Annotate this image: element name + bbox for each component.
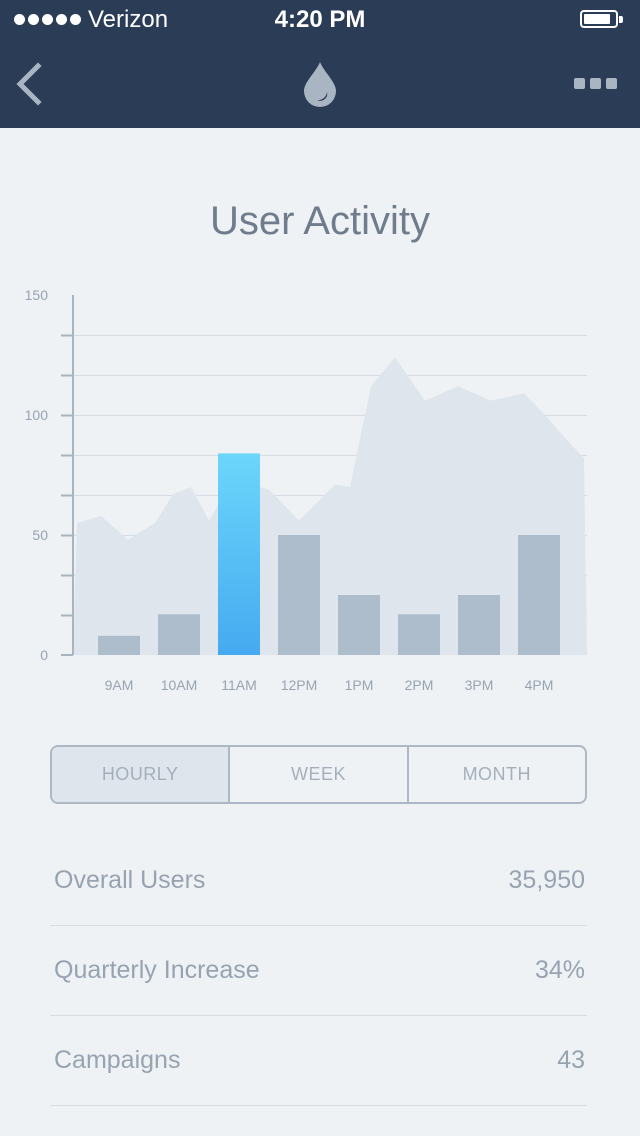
stat-label: Overall Users	[54, 866, 206, 894]
back-button[interactable]	[8, 58, 58, 110]
x-tick-label: 10AM	[161, 677, 198, 693]
bar[interactable]	[398, 614, 440, 655]
stat-label: Quarterly Increase	[54, 956, 260, 984]
stat-value: 34%	[534, 956, 585, 984]
carrier-name: Verizon	[88, 6, 169, 33]
bar[interactable]	[458, 595, 500, 655]
stats-list: Overall Users 35,950 Quarterly Increase …	[50, 836, 587, 1106]
y-tick-label: 50	[32, 527, 48, 543]
time-range-selector: HOURLY WEEK MONTH	[50, 745, 587, 804]
stat-value: 43	[557, 1046, 585, 1074]
stat-row-overall-users: Overall Users 35,950	[50, 836, 587, 926]
bar[interactable]	[158, 614, 200, 655]
signal-strength-icon	[14, 14, 81, 26]
stat-row-quarterly-increase: Quarterly Increase 34%	[50, 926, 587, 1016]
status-bar: Verizon 4:20 PM	[0, 0, 640, 40]
bar-highlighted[interactable]	[218, 453, 260, 655]
bar[interactable]	[98, 635, 140, 655]
tab-week-label: WEEK	[290, 764, 346, 784]
battery-icon	[580, 10, 624, 30]
navigation-bar	[0, 40, 640, 128]
status-time: 4:20 PM	[274, 6, 366, 33]
user-activity-chart: 0 50 100 150 9AM 10AM 11AM 12PM 1PM 2PM 3PM 4PM	[25, 287, 587, 693]
stat-row-campaigns: Campaigns 43	[50, 1016, 587, 1106]
chevron-left-icon	[16, 62, 42, 106]
tab-month-label: MONTH	[462, 764, 532, 784]
tab-week[interactable]: WEEK	[228, 747, 406, 802]
x-tick-label: 1PM	[345, 677, 374, 693]
background-area-series	[73, 357, 587, 655]
stat-label: Campaigns	[54, 1046, 181, 1074]
x-tick-label: 2PM	[405, 677, 434, 693]
x-tick-label: 3PM	[465, 677, 494, 693]
tab-hourly[interactable]: HOURLY	[52, 747, 229, 802]
x-tick-label: 4PM	[525, 677, 554, 693]
x-tick-label: 11AM	[221, 677, 257, 693]
x-tick-label: 12PM	[281, 677, 318, 693]
y-tick-label: 150	[25, 287, 49, 303]
bar[interactable]	[278, 535, 320, 655]
page-title: User Activity	[209, 199, 431, 243]
stat-value: 35,950	[508, 866, 585, 894]
bar[interactable]	[338, 595, 380, 655]
x-tick-label: 9AM	[105, 677, 134, 693]
more-options-button[interactable]	[566, 70, 622, 98]
tab-month[interactable]: MONTH	[406, 747, 585, 802]
y-tick-label: 0	[40, 647, 48, 663]
y-tick-label: 100	[25, 407, 49, 423]
bar[interactable]	[518, 535, 560, 655]
water-drop-icon	[304, 62, 336, 107]
app-logo	[300, 60, 340, 108]
tab-hourly-label: HOURLY	[101, 764, 179, 784]
